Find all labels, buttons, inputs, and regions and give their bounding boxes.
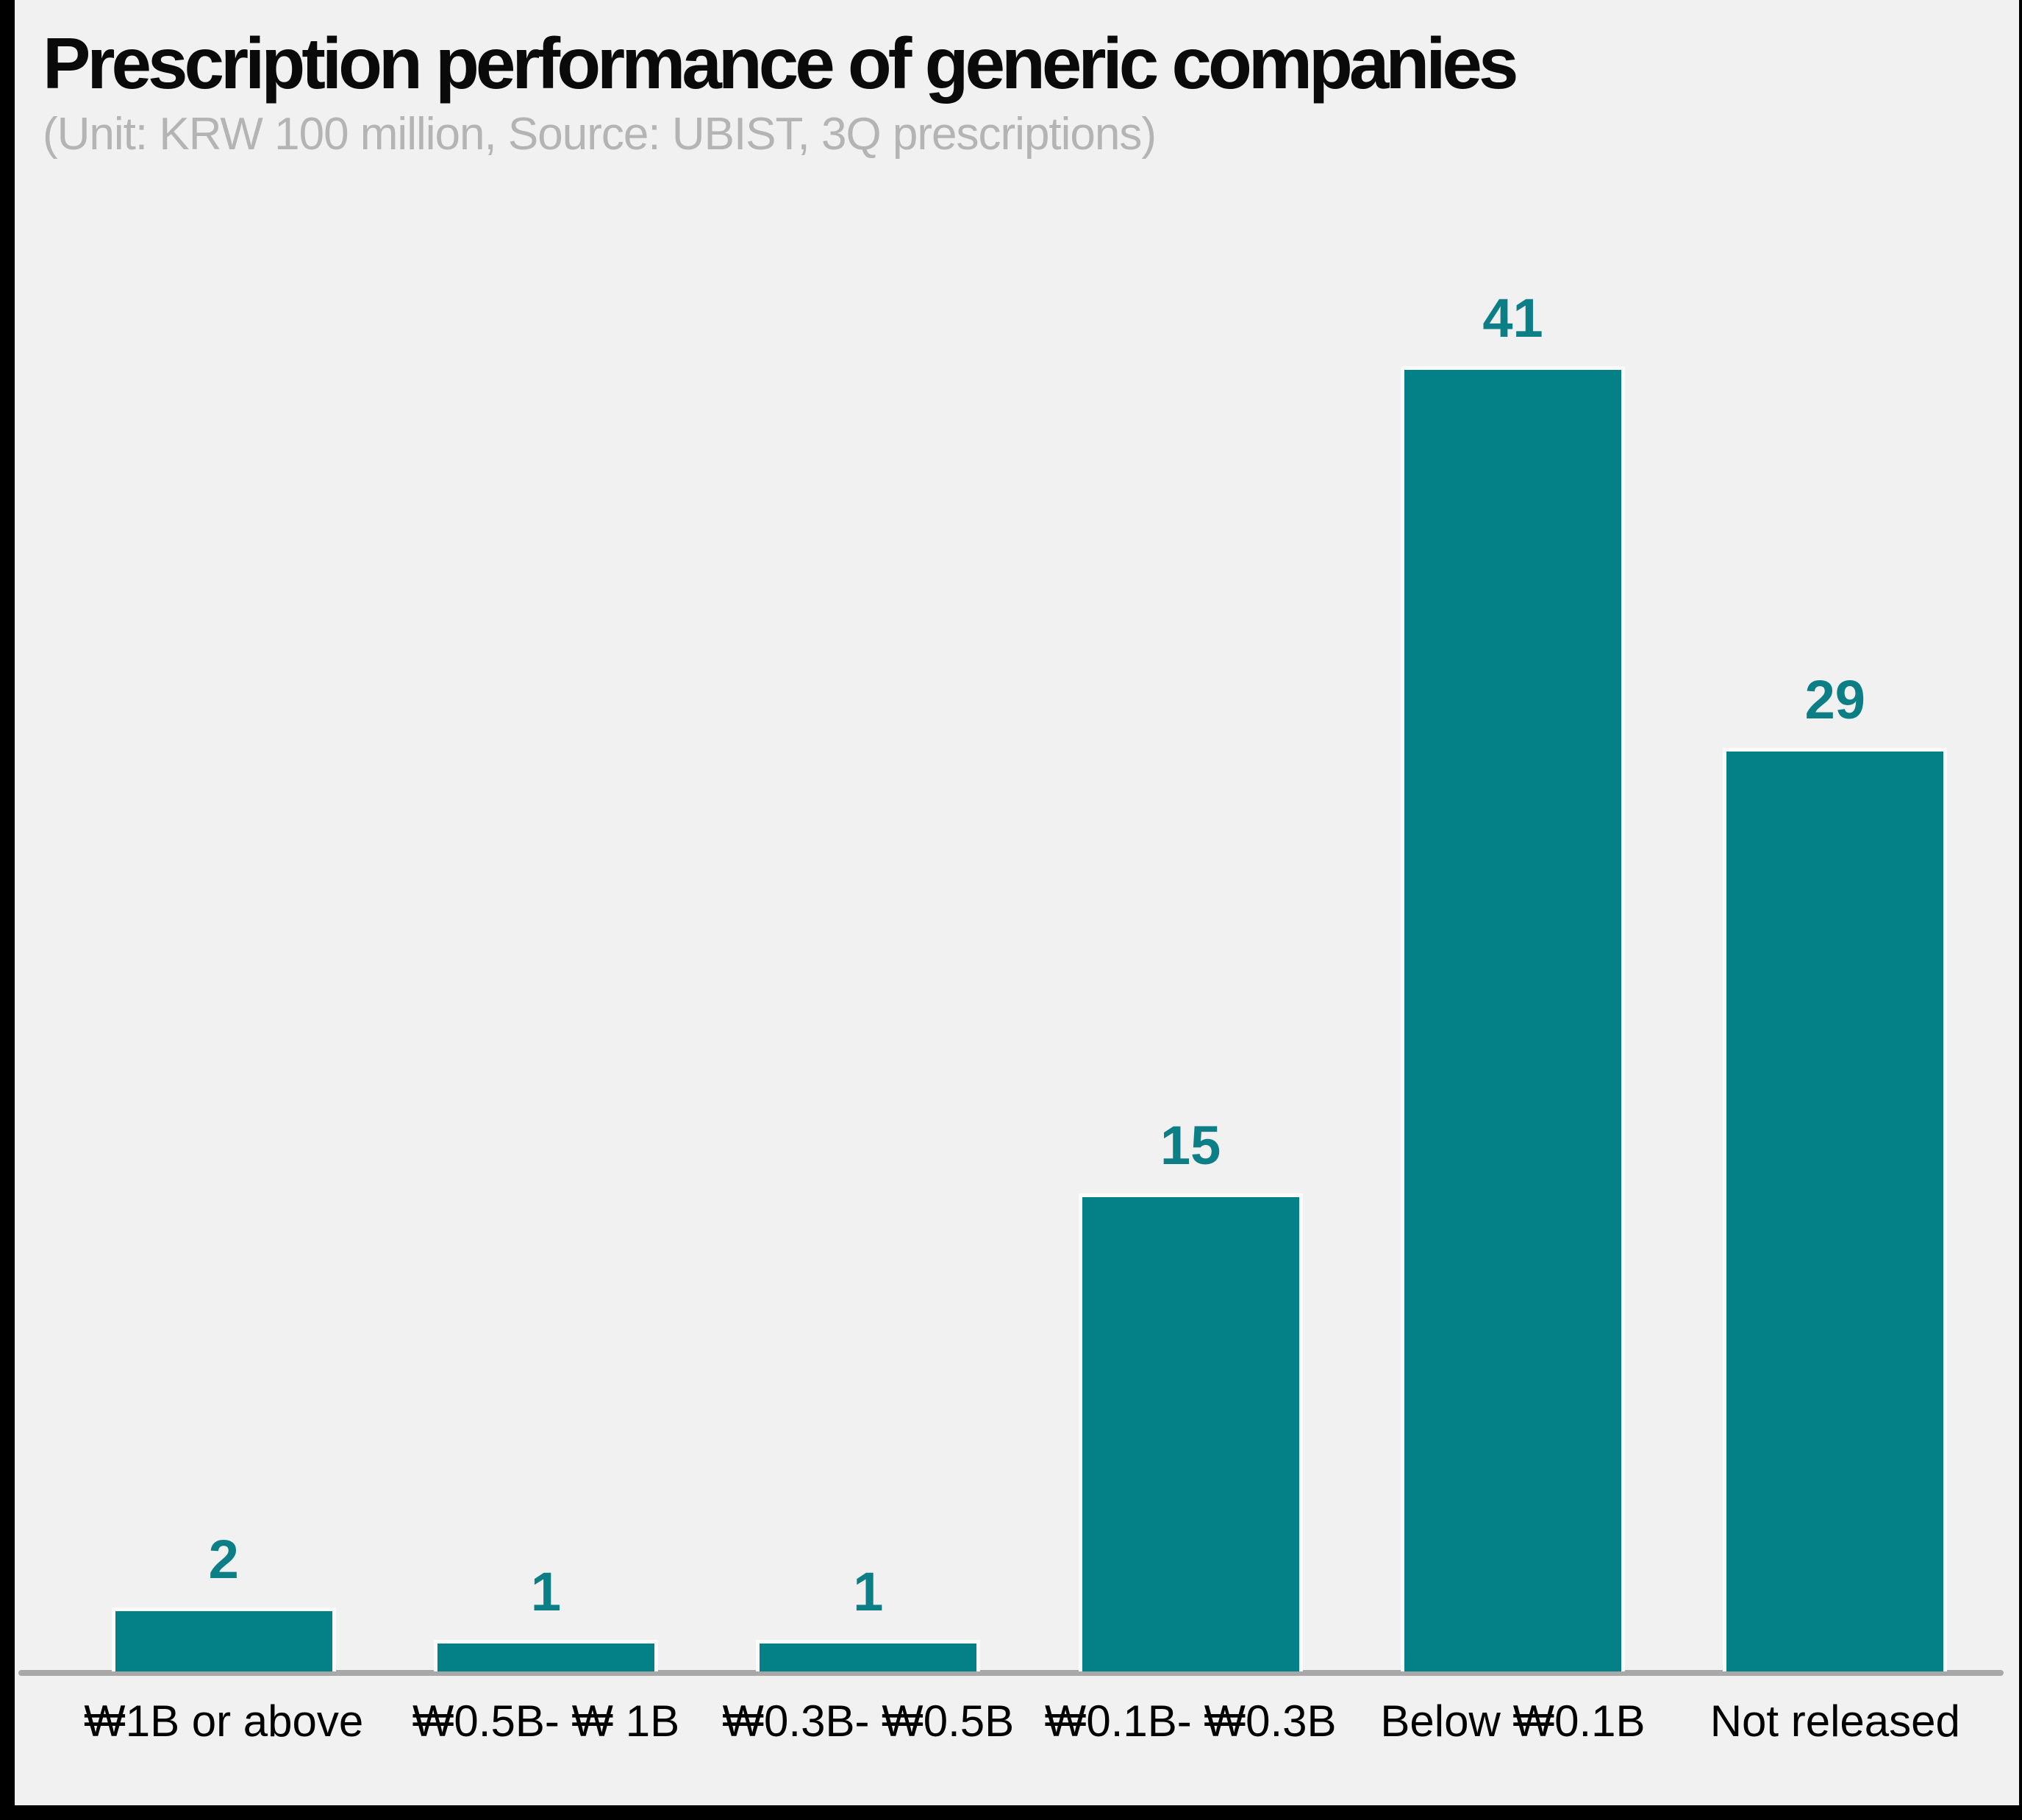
screen-edge-right	[2019, 0, 2022, 1820]
bar-column: 41 Below ₩0.1B	[1351, 171, 1673, 1752]
bar-value-label: 1	[853, 1561, 884, 1622]
chart-header: Prescription performance of generic comp…	[43, 22, 1969, 160]
bar	[1400, 366, 1625, 1671]
screen-edge-left	[0, 0, 15, 1820]
category-label: ₩0.3B- ₩0.5B	[722, 1696, 1015, 1746]
bar-column: 29 Not released	[1674, 171, 1996, 1752]
screen-edge-bottom	[0, 1805, 2022, 1820]
bar-value-label: 41	[1482, 288, 1543, 349]
bar	[1723, 748, 1948, 1671]
category-label: ₩0.1B- ₩0.3B	[1044, 1696, 1337, 1746]
bar-column: 1 ₩0.3B- ₩0.5B	[707, 171, 1029, 1752]
bar-value-label: 1	[530, 1561, 562, 1622]
category-label: Below ₩0.1B	[1380, 1696, 1646, 1746]
bar	[111, 1607, 336, 1671]
bar	[1078, 1193, 1303, 1671]
chart-subtitle: (Unit: KRW 100 million, Source: UBIST, 3…	[43, 108, 1157, 160]
bar	[756, 1640, 981, 1671]
bar-value-label: 2	[208, 1529, 239, 1590]
bar-value-label: 15	[1160, 1115, 1221, 1176]
bar-column: 2 ₩1B or above	[62, 171, 385, 1752]
bar-column: 15 ₩0.1B- ₩0.3B	[1029, 171, 1351, 1752]
x-axis-line	[18, 1670, 2004, 1676]
category-label: ₩0.5B- ₩ 1B	[412, 1696, 680, 1746]
chart-title: Prescription performance of generic comp…	[43, 23, 1518, 104]
category-label: ₩1B or above	[84, 1696, 364, 1746]
bar-chart: 2 ₩1B or above 1 ₩0.5B- ₩ 1B 1 ₩0.3B- ₩0…	[62, 171, 1996, 1752]
bar-value-label: 29	[1804, 669, 1865, 730]
bar-column: 1 ₩0.5B- ₩ 1B	[385, 171, 707, 1752]
bar	[433, 1640, 658, 1671]
category-label: Not released	[1710, 1696, 1960, 1746]
